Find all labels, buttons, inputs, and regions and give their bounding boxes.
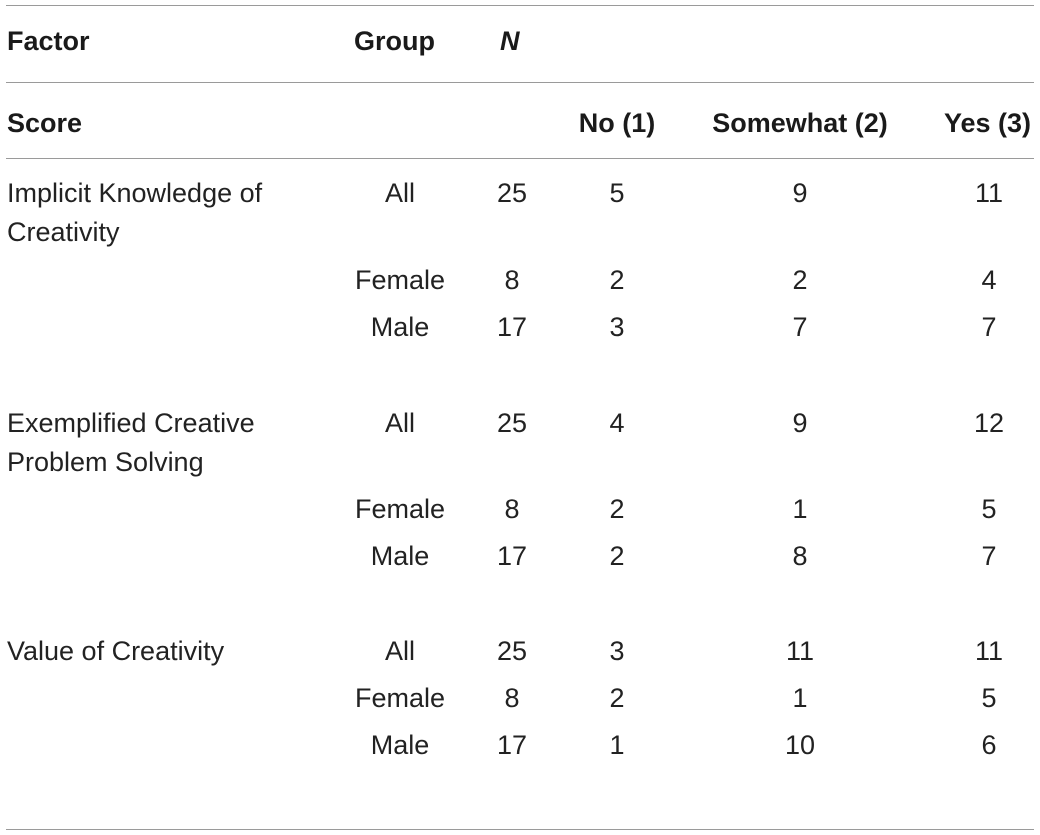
header-somewhat: Somewhat (2) [712, 108, 888, 138]
bottom-rule [6, 829, 1034, 830]
cell-group: Female [354, 494, 446, 524]
header-factor: Factor [7, 26, 90, 56]
cell-n: 8 [504, 265, 520, 295]
cell-n: 25 [496, 636, 528, 666]
cell-no: 1 [609, 730, 625, 760]
cell-somewhat: 2 [792, 265, 808, 295]
body-top-rule [6, 158, 1034, 159]
cell-group: Male [370, 541, 430, 571]
cell-n: 17 [496, 541, 528, 571]
cell-somewhat: 9 [792, 178, 808, 208]
top-rule [6, 5, 1034, 6]
cell-n: 25 [496, 408, 528, 438]
cell-n: 8 [504, 683, 520, 713]
cell-no: 2 [609, 494, 625, 524]
cell-no: 3 [609, 312, 625, 342]
cell-no: 2 [609, 541, 625, 571]
cell-yes: 7 [981, 541, 997, 571]
cell-somewhat: 9 [792, 408, 808, 438]
cell-n: 17 [496, 312, 528, 342]
cell-yes: 4 [981, 265, 997, 295]
cell-no: 4 [609, 408, 625, 438]
header-group: Group [354, 26, 435, 56]
cell-factor: Value of Creativity [7, 636, 225, 666]
header-yes: Yes (3) [944, 108, 1032, 138]
cell-somewhat: 1 [792, 683, 808, 713]
cell-group: All [384, 636, 415, 666]
cell-somewhat: 10 [784, 730, 816, 760]
cell-yes: 11 [974, 178, 1004, 208]
cell-no: 2 [609, 683, 625, 713]
cell-group: All [384, 408, 415, 438]
header-score: Score [7, 108, 83, 138]
header-no: No (1) [578, 108, 656, 138]
cell-group: Male [370, 312, 430, 342]
cell-factor: Exemplified Creative Problem Solving [7, 408, 255, 477]
cell-no: 2 [609, 265, 625, 295]
cell-no: 5 [609, 178, 625, 208]
cell-yes: 5 [981, 494, 997, 524]
cell-group: Female [354, 265, 446, 295]
cell-n: 17 [496, 730, 528, 760]
cell-yes: 5 [981, 683, 997, 713]
cell-yes: 12 [973, 408, 1005, 438]
cell-factor: Implicit Knowledge of Creativity [7, 178, 263, 247]
cell-yes: 7 [981, 312, 997, 342]
cell-no: 3 [609, 636, 625, 666]
cell-n: 8 [504, 494, 520, 524]
cell-yes: 11 [974, 636, 1004, 666]
cell-somewhat: 11 [785, 636, 815, 666]
cell-yes: 6 [981, 730, 997, 760]
cell-somewhat: 1 [792, 494, 808, 524]
cell-n: 25 [496, 178, 528, 208]
cell-group: Female [354, 683, 446, 713]
cell-group: All [384, 178, 415, 208]
cell-somewhat: 7 [792, 312, 808, 342]
header-divider-rule [6, 82, 1034, 83]
cell-group: Male [370, 730, 430, 760]
header-n: N [500, 26, 520, 56]
cell-somewhat: 8 [792, 541, 808, 571]
